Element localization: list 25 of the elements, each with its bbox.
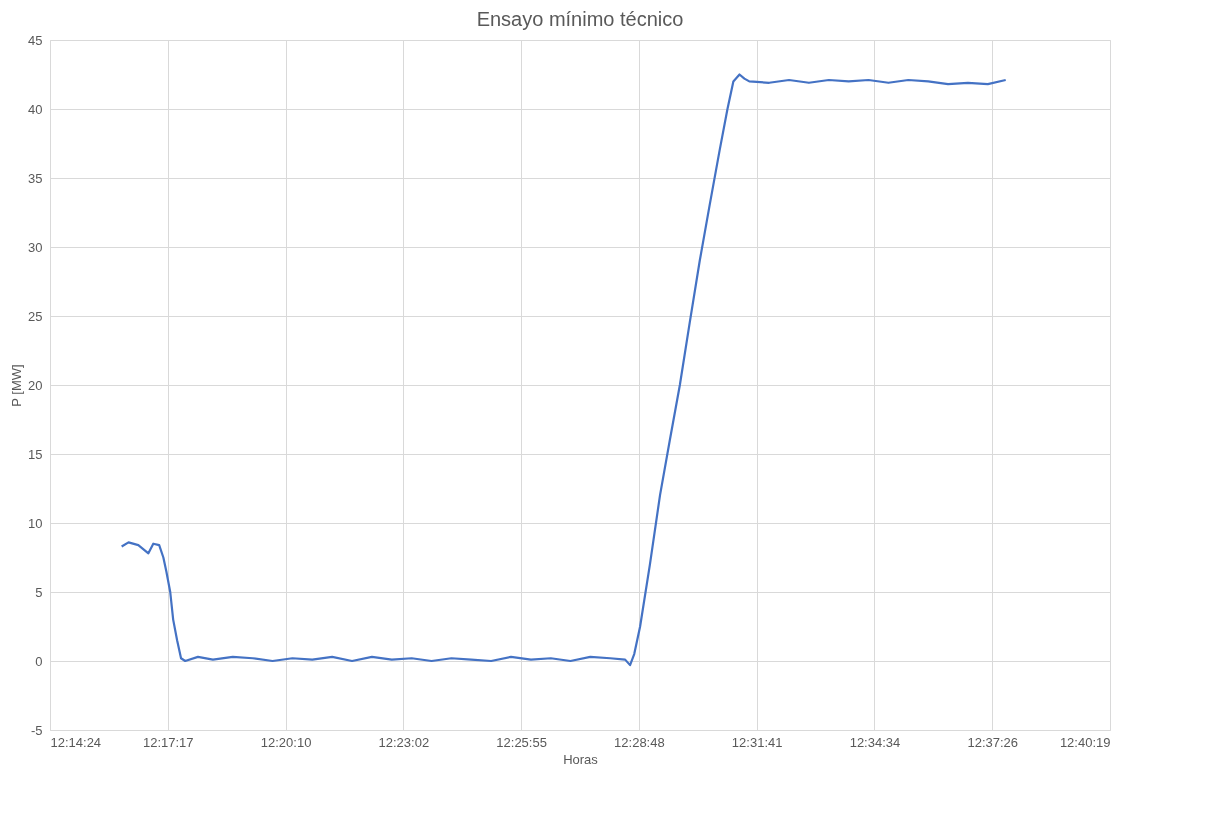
y-tick-label: 30 bbox=[28, 239, 43, 255]
x-tick-label: 12:20:10 bbox=[260, 734, 312, 750]
y-axis-title: P [MW] bbox=[9, 364, 25, 407]
x-tick-label: 12:23:02 bbox=[378, 734, 430, 750]
y-tick-label: 25 bbox=[28, 308, 43, 324]
x-tick-label: 12:25:55 bbox=[496, 734, 547, 750]
y-tick-label: 10 bbox=[28, 515, 43, 531]
x-tick-label: 12:40:19 bbox=[1059, 734, 1111, 750]
x-tick-label: 12:14:24 bbox=[50, 734, 102, 750]
y-tick-label: 5 bbox=[35, 584, 43, 600]
y-tick-label: -5 bbox=[30, 722, 43, 738]
line-series bbox=[120, 73, 1007, 667]
x-axis-title: Horas bbox=[563, 751, 599, 767]
y-tick-label: 15 bbox=[28, 446, 43, 462]
y-tick-label: 45 bbox=[28, 32, 43, 48]
x-tick-label: 12:17:17 bbox=[142, 734, 194, 750]
y-tick-label: 40 bbox=[28, 101, 43, 117]
y-tick-label: 0 bbox=[35, 653, 43, 669]
chart-title: Ensayo mínimo técnico bbox=[476, 8, 684, 30]
x-tick-label: 12:37:26 bbox=[967, 734, 1019, 750]
y-tick-label: 35 bbox=[28, 170, 43, 186]
x-tick-label: 12:34:34 bbox=[849, 734, 901, 750]
x-tick-label: 12:28:48 bbox=[614, 734, 665, 750]
y-tick-label: 20 bbox=[28, 377, 43, 393]
x-tick-label: 12:31:41 bbox=[731, 734, 783, 750]
